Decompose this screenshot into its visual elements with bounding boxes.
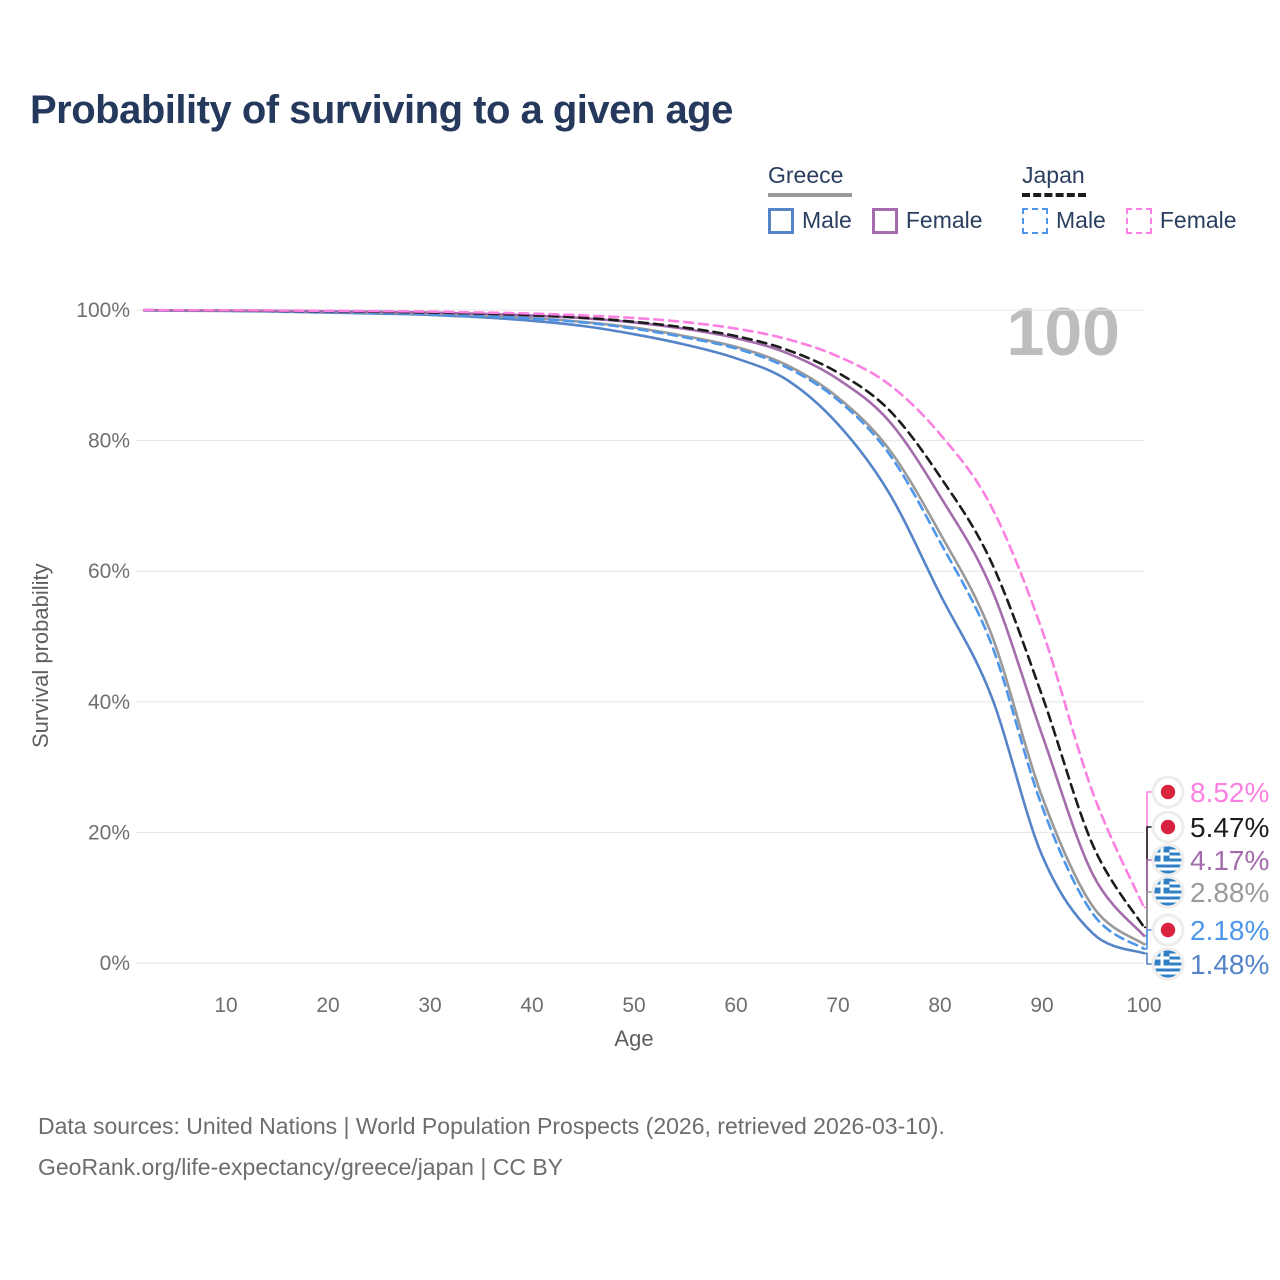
legend-item-label: Female bbox=[905, 207, 983, 233]
legend-underline-japan-total bbox=[1022, 193, 1086, 197]
x-tick-label: 90 bbox=[1030, 994, 1053, 1017]
page-title: Probability of surviving to a given age bbox=[30, 88, 733, 132]
x-tick-label: 80 bbox=[928, 994, 951, 1017]
greece-flag-icon bbox=[1151, 875, 1185, 909]
end-value-label: 2.88% bbox=[1190, 877, 1269, 908]
end-label-connector bbox=[1144, 826, 1152, 929]
series-line-greece-female bbox=[143, 308, 1146, 938]
series-line-greece bbox=[143, 309, 1146, 946]
series-line-japan-male bbox=[143, 309, 1146, 951]
x-tick-label: 60 bbox=[724, 994, 747, 1017]
x-tick-label: 100 bbox=[1126, 994, 1161, 1017]
legend-group-greece: Greece Male Female bbox=[768, 162, 1003, 234]
legend-group-japan: Japan Male Female bbox=[1022, 162, 1257, 234]
end-value-label: 2.18% bbox=[1190, 915, 1269, 946]
end-value-label: 8.52% bbox=[1190, 777, 1269, 808]
y-tick-label: 40% bbox=[88, 691, 130, 714]
legend-header-greece[interactable]: Greece bbox=[768, 162, 844, 188]
legend-item-japan-male[interactable]: Male bbox=[1022, 207, 1106, 234]
japan-flag-icon bbox=[1151, 810, 1185, 844]
x-tick-label: 70 bbox=[826, 994, 849, 1017]
series-line-japan bbox=[143, 308, 1146, 929]
x-axis-title: Age bbox=[614, 1026, 654, 1051]
japan-male-swatch-icon bbox=[1022, 207, 1048, 234]
x-tick-label: 40 bbox=[520, 994, 543, 1017]
end-label-connector bbox=[1144, 891, 1152, 945]
japan-female-swatch-icon bbox=[1125, 207, 1152, 234]
greece-male-swatch-icon bbox=[768, 207, 794, 234]
end-value-label: 1.48% bbox=[1190, 949, 1269, 980]
legend-header-japan[interactable]: Japan bbox=[1022, 162, 1085, 188]
end-label-connector bbox=[1144, 859, 1152, 937]
footer: Data sources: United Nations | World Pop… bbox=[38, 1106, 945, 1188]
current-age-watermark: 100 bbox=[1006, 294, 1120, 370]
x-tick-label: 20 bbox=[316, 994, 339, 1017]
legend-item-label: Male bbox=[1056, 207, 1106, 233]
x-tick-label: 30 bbox=[418, 994, 441, 1017]
legend-item-label: Female bbox=[1159, 207, 1237, 233]
end-label-connector bbox=[1144, 929, 1152, 950]
end-value-label: 4.17% bbox=[1190, 845, 1269, 876]
attribution-line: GeoRank.org/life-expectancy/greece/japan… bbox=[38, 1154, 564, 1180]
y-tick-label: 0% bbox=[100, 952, 130, 975]
japan-flag-icon bbox=[1151, 775, 1185, 809]
legend-item-greece-female[interactable]: Female bbox=[871, 207, 983, 234]
data-source-line: Data sources: United Nations | World Pop… bbox=[38, 1113, 945, 1139]
end-label-connector bbox=[1144, 952, 1152, 965]
y-tick-label: 20% bbox=[88, 821, 130, 844]
series-line-japan-female bbox=[143, 308, 1146, 909]
japan-flag-icon bbox=[1151, 913, 1185, 947]
gridlines: 0% 20% 40% 60% 80% 100% bbox=[76, 299, 1144, 975]
end-label-connector bbox=[1144, 791, 1152, 909]
y-tick-label: 80% bbox=[88, 430, 130, 453]
legend-item-label: Male bbox=[802, 207, 852, 233]
greece-flag-icon bbox=[1151, 947, 1185, 981]
x-tick-label: 10 bbox=[214, 994, 237, 1017]
end-value-label: 5.47% bbox=[1190, 812, 1269, 843]
greece-female-swatch-icon bbox=[871, 207, 898, 234]
series-line-greece-male bbox=[143, 309, 1146, 955]
legend-item-greece-male[interactable]: Male bbox=[768, 207, 852, 234]
x-tick-label: 50 bbox=[622, 994, 645, 1017]
legend-underline-greece-total bbox=[768, 193, 852, 197]
legend-item-japan-female[interactable]: Female bbox=[1125, 207, 1237, 234]
y-tick-label: 100% bbox=[76, 299, 130, 322]
greece-flag-icon bbox=[1151, 843, 1185, 877]
y-tick-label: 60% bbox=[88, 560, 130, 583]
